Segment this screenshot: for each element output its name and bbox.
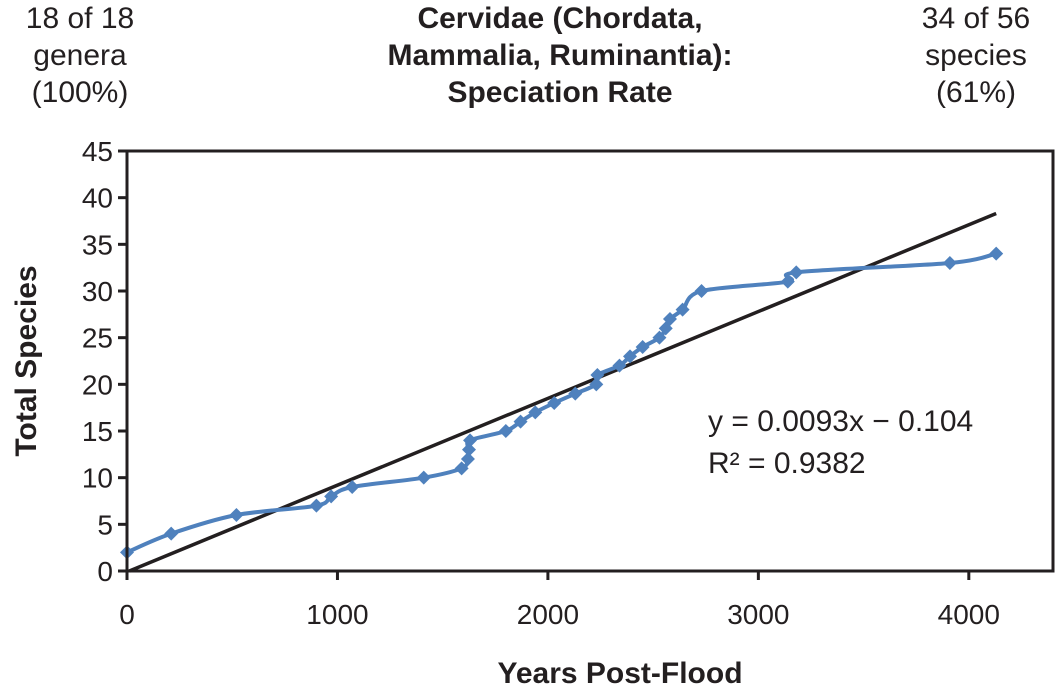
data-point: [635, 340, 650, 354]
data-point: [513, 414, 528, 429]
species-series-line: [125, 251, 999, 555]
y-tick-label: 25: [82, 323, 113, 354]
regression-equation: y = 0.0093x − 0.104: [708, 405, 973, 438]
data-point: [694, 284, 709, 298]
data-point: [460, 452, 475, 466]
chart-title-line-2: Mammalia, Ruminantia):: [387, 39, 733, 72]
data-point: [416, 470, 431, 485]
data-point: [309, 498, 324, 513]
species-coverage-line-2: species: [925, 39, 1027, 72]
y-tick-label: 10: [82, 463, 113, 494]
r-squared-value: R² = 0.9382: [708, 447, 866, 480]
data-point: [989, 246, 1004, 261]
y-tick-label: 30: [82, 276, 113, 307]
y-tick-label: 20: [82, 369, 113, 400]
data-point: [789, 265, 804, 280]
data-point: [498, 424, 513, 438]
x-tick-label: 4000: [938, 599, 1000, 630]
data-point: [590, 368, 605, 382]
data-point: [463, 433, 478, 448]
y-tick-label: 5: [97, 509, 113, 540]
y-tick-label: 45: [82, 136, 113, 167]
x-tick-label: 3000: [727, 599, 789, 630]
species-coverage-line-1: 34 of 56: [921, 2, 1031, 35]
data-point: [652, 330, 667, 345]
data-point: [662, 312, 677, 326]
species-coverage-line-3: (61%): [935, 76, 1017, 109]
data-point: [324, 489, 339, 504]
data-point: [780, 274, 795, 289]
data-point: [461, 442, 476, 457]
data-point: [675, 302, 690, 317]
data-point: [164, 526, 179, 541]
data-point: [547, 396, 562, 410]
x-axis-title: Years Post-Flood: [497, 657, 742, 687]
chart-title: Cervidae (Chordata, Mammalia, Ruminantia…: [330, 0, 790, 111]
data-point: [528, 405, 543, 420]
x-tick-label: 0: [119, 599, 135, 630]
genera-coverage-note: 18 of 18 genera (100%): [10, 0, 150, 111]
data-point: [942, 256, 957, 270]
data-point: [612, 358, 627, 373]
data-point: [345, 480, 360, 494]
y-tick-label: 35: [82, 229, 113, 260]
x-tick-label: 1000: [306, 599, 368, 630]
chart-title-line-3: Speciation Rate: [447, 76, 673, 109]
species-coverage-note: 34 of 56 species (61%): [906, 0, 1046, 111]
data-point: [568, 386, 583, 401]
genera-coverage-line-1: 18 of 18: [25, 2, 135, 35]
chart-title-line-1: Cervidae (Chordata,: [417, 2, 703, 35]
y-tick-label: 15: [82, 416, 113, 447]
y-tick-label: 0: [97, 556, 113, 587]
y-tick-label: 40: [82, 183, 113, 214]
data-point: [622, 349, 637, 364]
plot-frame: [125, 149, 1055, 573]
data-point: [454, 461, 469, 476]
x-tick-label: 2000: [517, 599, 579, 630]
genera-coverage-line-3: (100%): [31, 76, 129, 109]
data-point: [589, 377, 604, 392]
genera-coverage-line-2: genera: [33, 39, 127, 72]
y-axis-title: Total Species: [10, 265, 43, 456]
data-point: [229, 508, 244, 522]
